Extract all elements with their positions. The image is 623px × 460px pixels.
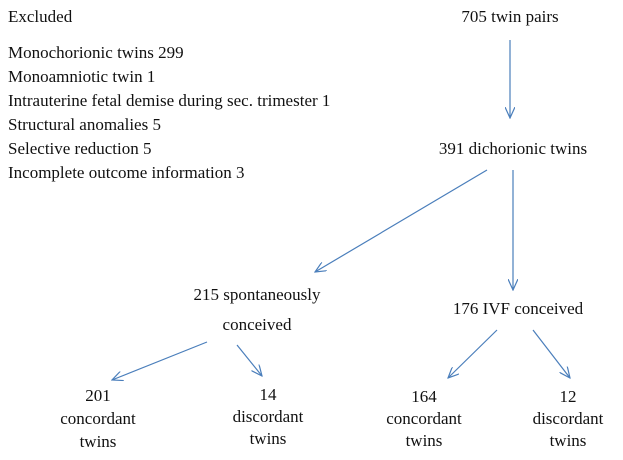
- node-label: 14: [260, 385, 278, 404]
- node-label: conceived: [223, 315, 292, 334]
- node: 705 twin pairs: [461, 7, 558, 26]
- arrow: [532, 329, 570, 378]
- node-label: 705 twin pairs: [461, 7, 558, 26]
- node-label: 215 spontaneously: [193, 285, 321, 304]
- node-label: 176 IVF conceived: [453, 299, 584, 318]
- node-label: twins: [550, 431, 587, 450]
- arrow: [448, 329, 498, 378]
- node-label: discordant: [533, 409, 604, 428]
- arrow: [315, 169, 488, 272]
- node: 215 spontaneously conceived: [193, 285, 321, 334]
- arrow: [236, 344, 262, 376]
- node: 391 dichorionic twins: [439, 139, 587, 158]
- node-label: 12: [560, 387, 577, 406]
- node: 176 IVF conceived: [453, 299, 584, 318]
- excluded-title: Excluded: [8, 7, 73, 26]
- node-label: 201: [85, 386, 111, 405]
- node-label: concordant: [386, 409, 462, 428]
- excluded-item: Incomplete outcome information 3: [8, 163, 245, 182]
- node: 201 concordant twins: [60, 386, 136, 451]
- arrow: [112, 341, 208, 380]
- excluded-item: Intrauterine fetal demise during sec. tr…: [8, 91, 330, 110]
- node-label: twins: [250, 429, 287, 448]
- excluded-item: Structural anomalies 5: [8, 115, 161, 134]
- excluded-item: Selective reduction 5: [8, 139, 152, 158]
- node-label: 391 dichorionic twins: [439, 139, 587, 158]
- node-label: twins: [80, 432, 117, 451]
- node: 14 discordant twins: [233, 385, 304, 448]
- excluded-item: Monoamniotic twin 1: [8, 67, 155, 86]
- arrows: [112, 40, 570, 380]
- node: 164 concordant twins: [386, 387, 462, 450]
- node-label: 164: [411, 387, 437, 406]
- node-label: concordant: [60, 409, 136, 428]
- excluded-item: Monochorionic twins 299: [8, 43, 184, 62]
- node-label: discordant: [233, 407, 304, 426]
- node: 12 discordant twins: [533, 387, 604, 450]
- node-label: twins: [406, 431, 443, 450]
